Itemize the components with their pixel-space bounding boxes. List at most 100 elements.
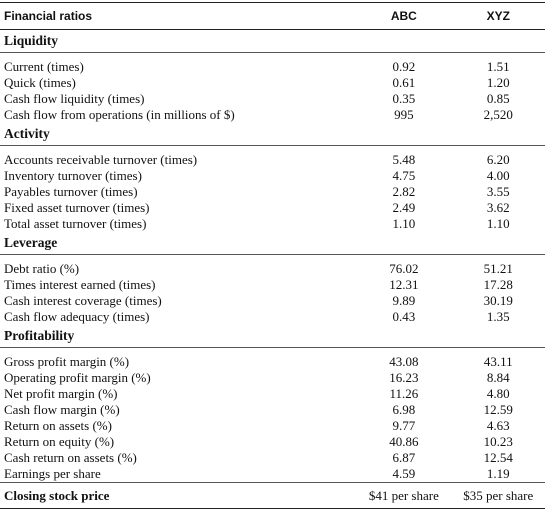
table-body: Financial ratios ABC XYZ Liquidity Curren… [0, 2, 545, 509]
table-row: Gross profit margin (%) 43.08 43.11 [0, 354, 545, 370]
header-xyz: XYZ [451, 2, 545, 30]
table-row: Payables turnover (times) 2.82 3.55 [0, 184, 545, 200]
section-spacer-abc [356, 232, 452, 255]
table-row: Quick (times) 0.61 1.20 [0, 75, 545, 91]
closing-price-abc: $41 per share [356, 482, 452, 509]
abc-value: 43.08 [389, 354, 419, 369]
closing-price-row: Closing stock price $41 per share $35 per … [0, 482, 545, 509]
financial-ratios-table: Financial ratios ABC XYZ Liquidity Curren… [0, 2, 545, 509]
xyz-value: 12.59 [483, 402, 513, 417]
section-title: Profitability [0, 325, 357, 348]
ratio-label: Earnings per share [4, 466, 101, 481]
abc-value: 6.98 [392, 402, 416, 417]
table-row: Inventory turnover (times) 4.75 4.00 [0, 168, 545, 184]
abc-value: 0.43 [392, 309, 416, 324]
ratio-label: Gross profit margin (%) [4, 354, 130, 369]
table-row: Times interest earned (times) 12.31 17.28 [0, 277, 545, 293]
table-row: Return on assets (%) 9.77 4.63 [0, 418, 545, 434]
table-row: Net profit margin (%) 11.26 4.80 [0, 386, 545, 402]
section-spacer-xyz [451, 29, 545, 53]
xyz-value: 1.35 [486, 309, 510, 324]
table-row: Operating profit margin (%) 16.23 8.84 [0, 370, 545, 386]
abc-value: 1.10 [392, 216, 416, 231]
section-header-row: Liquidity [0, 29, 545, 53]
xyz-value: 3.55 [486, 184, 510, 199]
closing-price-xyz: $35 per share [451, 482, 545, 509]
xyz-value: 6.20 [486, 152, 510, 167]
ratio-label: Payables turnover (times) [4, 184, 138, 199]
table-row: Debt ratio (%) 76.02 51.21 [0, 261, 545, 277]
xyz-value: 2,520 [483, 107, 513, 122]
xyz-value: 4.00 [486, 168, 510, 183]
ratio-label: Cash flow adequacy (times) [4, 309, 150, 324]
section-spacer-abc [356, 325, 452, 348]
abc-value: 9.89 [392, 293, 416, 308]
ratio-label: Debt ratio (%) [4, 261, 80, 276]
section-title: Activity [0, 123, 357, 146]
table-row: Total asset turnover (times) 1.10 1.10 [0, 216, 545, 232]
abc-value: 76.02 [389, 261, 419, 276]
section-title: Leverage [0, 232, 357, 255]
header-label: Financial ratios [0, 2, 357, 30]
xyz-value: 17.28 [483, 277, 513, 292]
ratio-label: Cash return on assets (%) [4, 450, 137, 465]
section-spacer-xyz [451, 123, 545, 146]
ratio-label: Fixed asset turnover (times) [4, 200, 150, 215]
abc-value: 995 [394, 107, 414, 122]
ratio-label: Times interest earned (times) [4, 277, 156, 292]
table-row: Cash flow adequacy (times) 0.43 1.35 [0, 309, 545, 325]
xyz-value: 3.62 [486, 200, 510, 215]
section-header-row: Leverage [0, 232, 545, 255]
ratio-label: Net profit margin (%) [4, 386, 118, 401]
table-row: Cash return on assets (%) 6.87 12.54 [0, 450, 545, 466]
ratio-label: Cash flow from operations (in millions o… [4, 107, 235, 122]
table-row: Cash flow from operations (in millions o… [0, 107, 545, 123]
table-row: Accounts receivable turnover (times) 5.48… [0, 152, 545, 168]
xyz-value: 1.20 [486, 75, 510, 90]
xyz-value: 1.10 [486, 216, 510, 231]
section-title: Liquidity [0, 29, 357, 53]
xyz-value: 4.80 [486, 386, 510, 401]
xyz-value: 4.63 [486, 418, 510, 433]
table-row: Cash flow margin (%) 6.98 12.59 [0, 402, 545, 418]
header-abc: ABC [356, 2, 452, 30]
xyz-value: 10.23 [483, 434, 513, 449]
xyz-value: 8.84 [486, 370, 510, 385]
abc-value: 0.35 [392, 91, 416, 106]
ratio-label: Current (times) [4, 59, 84, 74]
abc-value: 11.26 [389, 386, 419, 401]
ratio-label: Operating profit margin (%) [4, 370, 151, 385]
table-row: Current (times) 0.92 1.51 [0, 59, 545, 75]
xyz-value: 12.54 [483, 450, 513, 465]
section-spacer-abc [356, 29, 452, 53]
ratio-label: Inventory turnover (times) [4, 168, 142, 183]
ratio-label: Quick (times) [4, 75, 76, 90]
abc-value: 0.61 [392, 75, 416, 90]
section-spacer-xyz [451, 325, 545, 348]
table-row: Earnings per share 4.59 1.19 [0, 466, 545, 483]
table-row: Cash flow liquidity (times) 0.35 0.85 [0, 91, 545, 107]
ratio-label: Total asset turnover (times) [4, 216, 147, 231]
ratio-label: Cash flow margin (%) [4, 402, 120, 417]
abc-value: 2.49 [392, 200, 416, 215]
section-spacer-abc [356, 123, 452, 146]
ratio-label: Accounts receivable turnover (times) [4, 152, 198, 167]
abc-value: 0.92 [392, 59, 416, 74]
ratio-label: Return on equity (%) [4, 434, 115, 449]
table-row: Fixed asset turnover (times) 2.49 3.62 [0, 200, 545, 216]
closing-price-label: Closing stock price [0, 482, 357, 509]
abc-value: 16.23 [389, 370, 419, 385]
abc-value: 5.48 [392, 152, 416, 167]
xyz-value: 30.19 [483, 293, 513, 308]
ratio-label: Cash flow liquidity (times) [4, 91, 145, 106]
abc-value: 2.82 [392, 184, 416, 199]
xyz-value: 1.19 [486, 466, 510, 481]
xyz-value: 1.51 [486, 59, 510, 74]
section-header-row: Activity [0, 123, 545, 146]
section-header-row: Profitability [0, 325, 545, 348]
abc-value: 4.75 [392, 168, 416, 183]
abc-value: 6.87 [392, 450, 416, 465]
abc-value: 40.86 [389, 434, 419, 449]
table-header-row: Financial ratios ABC XYZ [0, 2, 545, 30]
